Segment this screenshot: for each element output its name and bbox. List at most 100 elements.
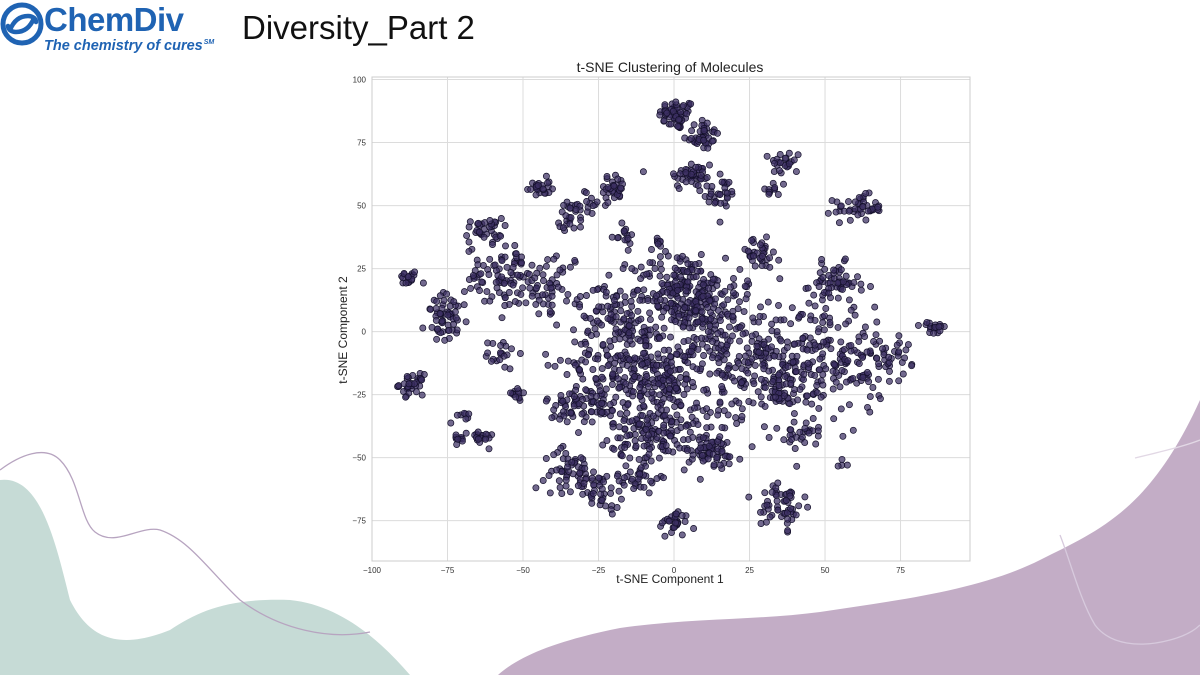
data-point bbox=[657, 406, 665, 414]
plot-frame bbox=[371, 76, 971, 562]
data-point bbox=[617, 495, 625, 503]
data-point bbox=[582, 340, 590, 348]
data-point bbox=[908, 362, 916, 370]
data-point bbox=[671, 403, 679, 411]
data-point bbox=[557, 444, 565, 452]
data-point bbox=[847, 306, 855, 314]
data-point bbox=[724, 296, 732, 304]
data-point bbox=[667, 353, 674, 360]
data-point bbox=[646, 259, 654, 267]
data-point bbox=[840, 346, 848, 354]
data-point bbox=[704, 144, 712, 152]
data-point bbox=[753, 342, 761, 350]
data-point bbox=[559, 224, 567, 232]
data-point bbox=[748, 355, 756, 363]
data-point bbox=[501, 222, 509, 229]
data-point bbox=[486, 217, 494, 224]
data-point bbox=[709, 338, 716, 345]
y-tick-label: −25 bbox=[352, 391, 366, 400]
data-point bbox=[550, 451, 558, 459]
data-point bbox=[690, 525, 698, 532]
data-point bbox=[587, 332, 595, 339]
data-point bbox=[614, 175, 622, 183]
data-point bbox=[786, 400, 794, 408]
data-point bbox=[799, 334, 807, 342]
data-point bbox=[832, 208, 840, 216]
data-point bbox=[776, 167, 783, 175]
data-point bbox=[692, 163, 700, 171]
data-point bbox=[624, 401, 632, 409]
data-point bbox=[444, 311, 452, 319]
data-point bbox=[478, 278, 486, 286]
data-point bbox=[739, 330, 747, 338]
data-point bbox=[588, 418, 596, 426]
data-point bbox=[836, 383, 844, 391]
data-point bbox=[546, 489, 554, 497]
data-point bbox=[512, 250, 520, 258]
data-point bbox=[855, 337, 863, 345]
y-tick-label: 0 bbox=[362, 328, 367, 337]
data-point bbox=[676, 170, 684, 178]
data-point bbox=[814, 328, 822, 336]
data-point bbox=[675, 312, 683, 320]
data-point bbox=[602, 385, 610, 393]
data-point bbox=[761, 384, 769, 392]
data-point bbox=[713, 369, 721, 377]
data-point bbox=[608, 381, 616, 388]
data-point bbox=[599, 441, 607, 449]
data-point bbox=[566, 488, 574, 496]
data-point bbox=[874, 375, 882, 383]
data-point bbox=[736, 298, 743, 306]
data-point bbox=[509, 281, 517, 289]
data-point bbox=[810, 291, 818, 299]
data-point bbox=[648, 388, 656, 396]
data-point bbox=[571, 338, 579, 346]
data-point bbox=[713, 281, 721, 289]
data-point bbox=[706, 322, 714, 330]
data-point bbox=[511, 298, 519, 306]
data-point bbox=[837, 405, 845, 413]
data-point bbox=[623, 432, 631, 440]
data-point bbox=[729, 312, 737, 320]
data-point bbox=[707, 190, 715, 198]
data-point bbox=[489, 241, 496, 248]
data-point bbox=[750, 380, 758, 388]
data-point bbox=[697, 444, 704, 452]
data-point bbox=[554, 283, 562, 291]
data-point bbox=[693, 365, 701, 373]
data-point bbox=[676, 365, 684, 373]
data-point bbox=[522, 299, 530, 307]
data-point bbox=[687, 100, 695, 108]
data-point bbox=[436, 310, 444, 318]
data-point bbox=[714, 306, 722, 314]
data-point bbox=[781, 372, 789, 380]
data-point bbox=[615, 366, 623, 374]
data-point bbox=[667, 120, 675, 128]
data-point bbox=[834, 279, 842, 287]
data-point bbox=[609, 407, 616, 415]
data-point bbox=[765, 434, 773, 441]
data-point bbox=[780, 392, 788, 400]
data-point bbox=[604, 351, 612, 359]
data-point bbox=[812, 440, 820, 448]
data-point bbox=[595, 303, 603, 311]
data-point bbox=[581, 464, 589, 472]
data-point bbox=[656, 296, 664, 304]
data-point bbox=[899, 370, 907, 378]
data-point bbox=[773, 497, 781, 505]
data-point bbox=[438, 317, 446, 325]
data-point bbox=[503, 263, 511, 271]
data-point bbox=[688, 127, 696, 135]
data-point bbox=[623, 362, 631, 369]
data-point bbox=[682, 375, 690, 383]
data-point bbox=[820, 326, 828, 334]
data-point bbox=[803, 346, 811, 354]
data-point bbox=[436, 292, 444, 300]
data-point bbox=[684, 278, 692, 286]
data-point bbox=[498, 273, 506, 281]
data-point bbox=[672, 318, 679, 326]
data-point bbox=[780, 180, 787, 188]
data-point bbox=[748, 443, 756, 451]
data-point bbox=[895, 332, 903, 340]
data-point bbox=[577, 223, 584, 231]
